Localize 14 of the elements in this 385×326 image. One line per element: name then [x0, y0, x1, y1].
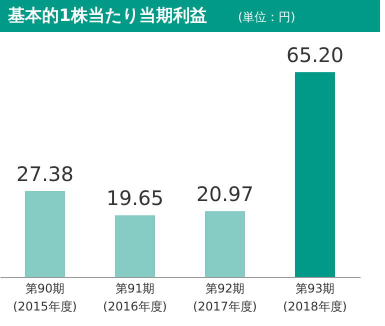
chart-title: 基本的1株当たり当期利益: [7, 6, 207, 26]
bar: [25, 190, 65, 277]
data-label: 65.20: [286, 43, 344, 68]
x-tick-label: 第92期 (2017年度): [193, 282, 257, 314]
data-label: 27.38: [16, 162, 74, 186]
chart-subtitle: (単位：円): [238, 10, 296, 24]
bar: [295, 72, 335, 277]
bar: [115, 215, 155, 277]
x-tick-label: 第90期 (2015年度): [13, 282, 77, 314]
x-tick-label: 第91期 (2016年度): [103, 282, 167, 314]
data-label: 20.97: [196, 182, 254, 206]
bar: [205, 211, 245, 277]
x-tick-label: 第93期 (2018年度): [283, 282, 347, 314]
data-label: 19.65: [106, 186, 164, 210]
